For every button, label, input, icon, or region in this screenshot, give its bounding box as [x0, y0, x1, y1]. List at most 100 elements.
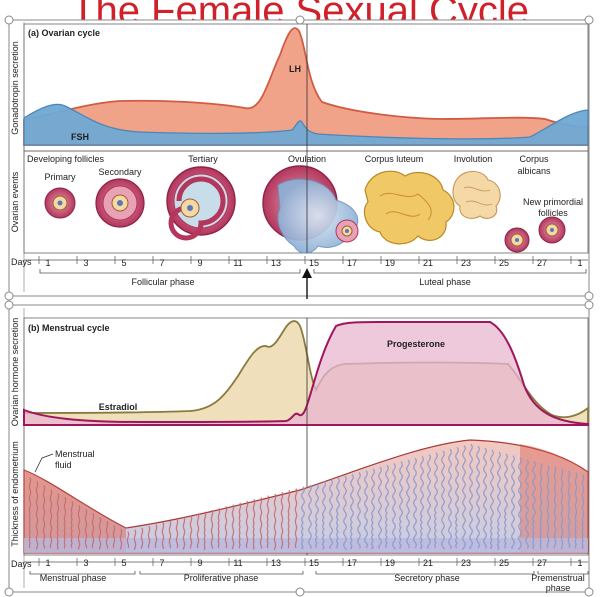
gland-stroke [315, 482, 319, 549]
gland-stroke [210, 509, 214, 549]
day-label: 17 [347, 258, 357, 268]
menstrual-fluid-label-2: fluid [55, 460, 72, 470]
secondary-follicle-illustration [95, 178, 145, 228]
gland-stroke [420, 455, 424, 550]
gland-stroke [497, 451, 501, 551]
gland-stroke [259, 497, 263, 549]
day-label: 1 [577, 558, 582, 568]
gland-stroke [238, 502, 242, 549]
day-label: 25 [499, 258, 509, 268]
gland-stroke [140, 527, 144, 549]
follicular-phase-bracket [39, 269, 301, 274]
gland-stroke [350, 473, 354, 549]
secretory-phase-label: Secretory phase [394, 573, 460, 583]
selection-handles [4, 15, 594, 597]
day-label: 3 [83, 558, 88, 568]
gland-stroke [546, 464, 550, 549]
menstrual-phase-label: Menstrual phase [40, 573, 107, 583]
day-label: 9 [197, 258, 202, 268]
ovulation-arrow-head [302, 268, 312, 278]
premenstrual-phase-label-1: Premenstrual [531, 573, 585, 583]
day-label: 5 [121, 558, 126, 568]
gland-stroke [399, 461, 403, 549]
days-axis-a: 1 3 5 7 9 11 13 15 17 19 21 23 25 27 1 [24, 256, 588, 268]
menstrual-fluid-label-1: Menstrual [55, 449, 95, 459]
involution-illustration [452, 170, 501, 219]
gland-stroke [434, 452, 438, 549]
gland-stroke [518, 457, 522, 550]
label-developing-follicles: Developing follicles [27, 154, 105, 164]
gland-stroke [343, 475, 347, 551]
gland-stroke [560, 468, 564, 550]
gland-stroke [406, 459, 410, 549]
gland-stroke [70, 501, 74, 549]
gland-stroke [175, 518, 179, 549]
gland-stroke [28, 477, 32, 549]
gland-stroke [308, 484, 312, 549]
label-primary: Primary [45, 172, 76, 182]
day-label: 1 [577, 258, 582, 268]
gland-stroke [112, 524, 116, 549]
tertiary-follicle-illustration [166, 166, 236, 241]
gland-stroke [371, 468, 375, 550]
gland-stroke [329, 479, 333, 549]
day-label: 9 [197, 558, 202, 568]
gland-stroke [161, 522, 165, 550]
hormone-axis-label: Ovarian hormone secretion [10, 318, 20, 427]
proliferative-phase-bracket [139, 571, 304, 575]
gland-stroke [77, 505, 81, 550]
follicular-phase-label: Follicular phase [131, 277, 194, 287]
endometrium-basal-layer [24, 538, 588, 553]
gland-stroke [455, 446, 459, 549]
endometrial-glands [28, 443, 585, 551]
gland-stroke [483, 447, 487, 549]
premenstrual-phase-bracket [537, 571, 589, 575]
gland-stroke [252, 499, 256, 550]
day-label: 17 [347, 558, 357, 568]
label-corpus-luteum: Corpus luteum [365, 154, 424, 164]
gland-stroke [357, 471, 361, 549]
label-primordial-2: follicles [538, 208, 568, 218]
fsh-label: FSH [71, 132, 89, 142]
luteal-phase-bracket [313, 269, 587, 274]
gland-stroke [63, 497, 67, 549]
gland-stroke [273, 493, 277, 551]
gland-stroke [35, 481, 39, 550]
day-label: 15 [309, 258, 319, 268]
lh-label: LH [289, 64, 301, 74]
gland-stroke [91, 512, 95, 549]
day-label: 27 [537, 258, 547, 268]
menstrual-phase-bracket [29, 571, 136, 575]
gland-stroke [525, 459, 529, 549]
proliferative-phase-label: Proliferative phase [184, 573, 259, 583]
gland-stroke [441, 450, 445, 550]
gland-stroke [581, 474, 585, 550]
day-label: 1 [45, 258, 50, 268]
gland-stroke [469, 443, 473, 550]
label-tertiary: Tertiary [188, 154, 218, 164]
progesterone-curve [23, 320, 589, 426]
gland-stroke [511, 455, 515, 549]
gland-stroke [196, 513, 200, 549]
day-label: 23 [461, 258, 471, 268]
gland-stroke [98, 516, 102, 550]
gland-stroke [364, 470, 368, 549]
gland-stroke [448, 448, 452, 549]
gland-stroke [294, 488, 298, 549]
gland-stroke [504, 453, 508, 549]
day-label: 11 [233, 558, 242, 568]
endometrium-axis-label: Thickness of endometrium [10, 441, 20, 547]
gland-stroke [476, 445, 480, 549]
gland-stroke [392, 463, 396, 550]
label-secondary: Secondary [98, 167, 142, 177]
progesterone-label: Progesterone [387, 339, 445, 349]
gland-stroke [105, 520, 109, 549]
corpus-luteum-illustration [363, 170, 455, 245]
day-label: 13 [271, 558, 281, 568]
label-corpus-albicans-2: albicans [517, 166, 551, 176]
lh-curve [23, 27, 589, 146]
label-primordial-1: New primordial [523, 197, 583, 207]
day-label: 21 [423, 558, 433, 568]
gland-stroke [427, 454, 431, 549]
